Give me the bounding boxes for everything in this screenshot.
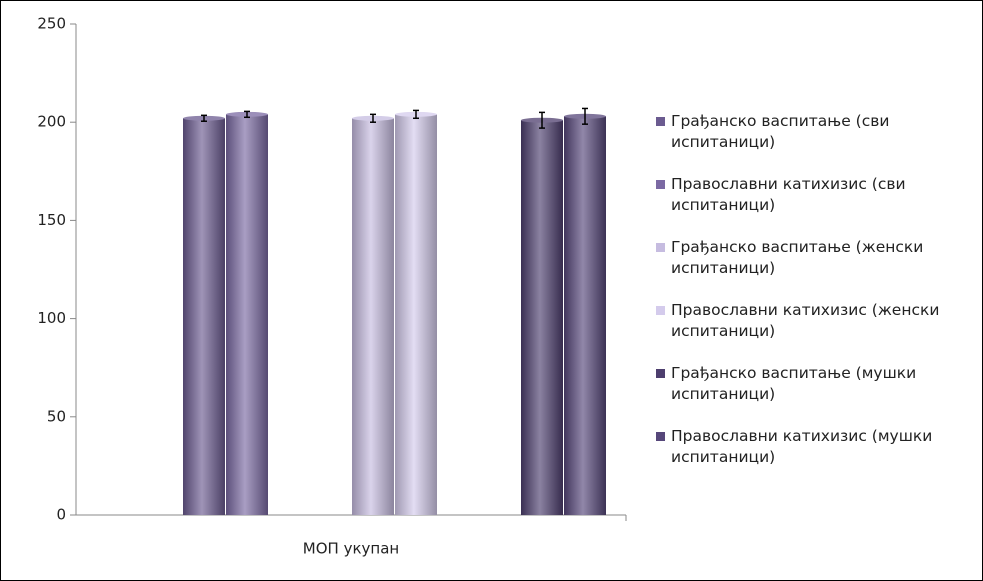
legend-entry: Православни катихизис (женски испитаници… — [656, 300, 966, 363]
bar — [226, 114, 268, 516]
bar — [183, 118, 225, 515]
y-tick-label: 150 — [37, 211, 66, 229]
bar — [395, 114, 437, 516]
error-bar — [370, 113, 376, 123]
error-bar — [201, 114, 207, 122]
legend-swatch — [656, 243, 665, 252]
legend-label: Православни катихизис (мушки испитаници) — [671, 427, 933, 466]
y-tick-label: 250 — [37, 15, 66, 33]
legend-entry: Грађанско васпитање (сви испитаници) — [656, 111, 966, 174]
y-tick-label: 50 — [47, 407, 66, 425]
legend-swatch — [656, 180, 665, 189]
legend-entry: Православни катихизис (мушки испитаници) — [656, 426, 966, 489]
legend-label: Грађанско васпитање (женски испитаници) — [671, 238, 924, 277]
legend-swatch — [656, 306, 665, 315]
bar — [564, 116, 606, 516]
legend-label: Православни катихизис (женски испитаници… — [671, 301, 940, 340]
legend-label: Грађанско васпитање (мушки испитаници) — [671, 364, 917, 403]
error-bar — [539, 111, 545, 129]
y-tick-label: 200 — [37, 113, 66, 131]
error-bar — [244, 110, 250, 119]
y-tick-label: 0 — [56, 506, 66, 524]
y-tick-label: 100 — [37, 309, 66, 327]
legend-entry: Грађанско васпитање (мушки испитаници) — [656, 363, 966, 426]
bar — [521, 120, 563, 516]
legend: Грађанско васпитање (сви испитаници) Прав… — [656, 111, 966, 489]
error-bar — [582, 107, 588, 125]
legend-entry: Православни катихизис (сви испитаници) — [656, 174, 966, 237]
bar — [352, 118, 394, 515]
legend-swatch — [656, 117, 665, 126]
legend-label: Грађанско васпитање (сви испитаници) — [671, 112, 890, 151]
error-bar — [413, 109, 419, 120]
legend-label: Православни катихизис (сви испитаници) — [671, 175, 906, 214]
legend-entry: Грађанско васпитање (женски испитаници) — [656, 237, 966, 300]
legend-swatch — [656, 432, 665, 441]
legend-swatch — [656, 369, 665, 378]
x-tick-label: МОП укупан — [303, 540, 399, 558]
